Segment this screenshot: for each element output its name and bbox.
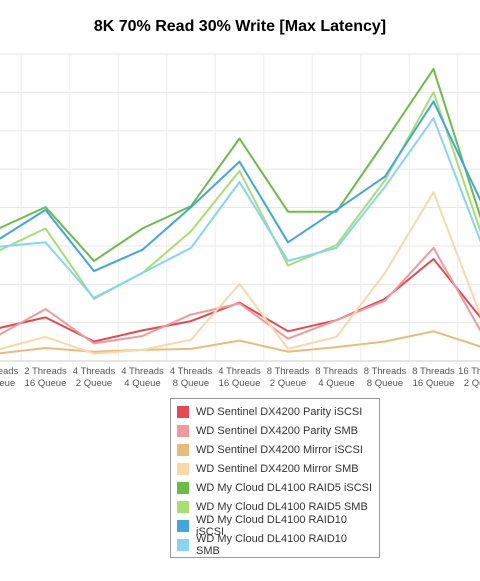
legend-label: WD My Cloud DL4100 RAID10 iSCSI: [196, 513, 348, 538]
series-line-4: [0, 67, 480, 262]
legend-label: WD Sentinel DX4200 Parity SMB: [196, 424, 359, 437]
legend-item[interactable]: WD My Cloud DL4100 RAID10 iSCSI: [177, 513, 373, 538]
series-line-6: [0, 100, 480, 273]
series-line-7: [0, 117, 480, 299]
x-tick-label: 8 Threads 8 Queue: [364, 366, 407, 389]
x-tick-label: 8 Threads 2 Queue: [267, 366, 310, 389]
x-tick-label: 8 Threads 4 Queue: [315, 366, 358, 389]
legend-label: WD Sentinel DX4200 Mirror iSCSI: [196, 443, 363, 456]
legend-label: WD My Cloud DL4100 RAID5 SMB: [196, 500, 368, 513]
legend-item[interactable]: WD Sentinel DX4200 Parity iSCSI: [177, 402, 373, 421]
legend-swatch: [177, 519, 189, 532]
x-tick-label: 4 Threads 4 Queue: [121, 366, 164, 389]
legend-swatch: [177, 500, 189, 513]
x-tick-label: 4 Threads 2 Queue: [73, 366, 116, 389]
legend-swatch: [177, 424, 189, 437]
legend-label: WD My Cloud DL4100 RAID5 iSCSI: [196, 481, 373, 494]
x-tick-label: 4 Threads 16 Queue: [218, 366, 261, 389]
legend-item[interactable]: WD My Cloud DL4100 RAID5 SMB: [177, 497, 373, 516]
legend-label: WD Sentinel DX4200 Parity iSCSI: [196, 405, 363, 418]
x-tick-label: 4 Threads 8 Queue: [170, 366, 213, 389]
series-line-5: [0, 91, 480, 300]
legend-item[interactable]: WD Sentinel DX4200 Mirror iSCSI: [177, 440, 373, 459]
series-line-2: [0, 330, 480, 355]
legend-swatch: [177, 538, 189, 551]
legend-item[interactable]: WD Sentinel DX4200 Parity SMB: [177, 421, 373, 440]
legend-item[interactable]: WD My Cloud DL4100 RAID5 iSCSI: [177, 478, 373, 497]
legend-label: WD Sentinel DX4200 Mirror SMB: [196, 462, 359, 475]
legend: WD Sentinel DX4200 Parity iSCSI WD Sentin…: [170, 398, 380, 558]
legend-swatch: [177, 481, 189, 494]
series-line-1: [0, 246, 480, 345]
legend-swatch: [177, 462, 189, 475]
series-line-3: [0, 191, 480, 355]
series-layer: [0, 67, 480, 355]
legend-item[interactable]: WD Sentinel DX4200 Mirror SMB: [177, 459, 373, 478]
chart-title: 8K 70% Read 30% Write [Max Latency]: [93, 18, 387, 35]
grid-layer: [0, 53, 480, 362]
legend-swatch: [177, 405, 189, 418]
legend-item[interactable]: WD My Cloud DL4100 RAID10 SMB: [177, 532, 373, 557]
legend-swatch: [177, 443, 189, 456]
legend-label: WD My Cloud DL4100 RAID10 SMB: [196, 532, 348, 557]
x-tick-label: 2 Threads 16 Queue: [24, 366, 67, 389]
x-tick-label: 8 Threads 16 Queue: [412, 366, 455, 389]
